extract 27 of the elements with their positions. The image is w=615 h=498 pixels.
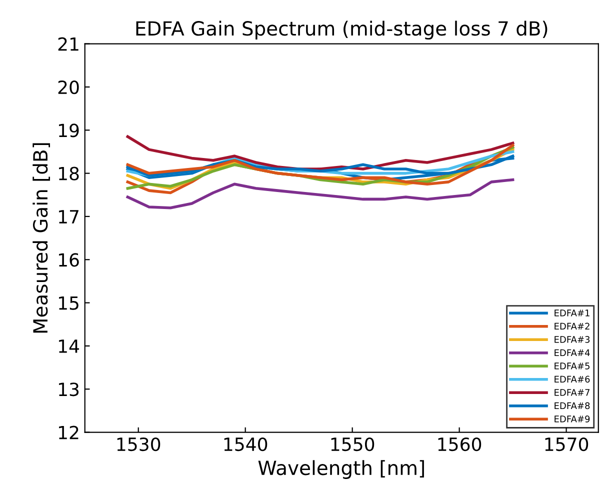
x-tick-label: 1550 xyxy=(331,437,374,452)
y-tick-label: 15 xyxy=(59,296,78,310)
y-tick-label: 14 xyxy=(59,340,79,353)
y-tick-label: 17 xyxy=(59,210,78,224)
y-tick-label: 13 xyxy=(59,382,79,396)
legend-label: EDFA#1 xyxy=(554,310,590,316)
x-tick-label: 1560 xyxy=(438,437,482,452)
y-tick-label: 18 xyxy=(59,166,79,180)
legend-label: EDFA#7 xyxy=(554,389,590,396)
legend-label: EDFA#3 xyxy=(554,336,590,343)
chart-title: EDFA Gain Spectrum (mid-stage loss 7 dB) xyxy=(136,20,548,40)
y-tick-label: 20 xyxy=(58,80,79,94)
x-tick-label: 1540 xyxy=(224,437,268,452)
y-tick-label: 16 xyxy=(59,253,79,267)
legend-label: EDFA#6 xyxy=(554,376,590,383)
legend-label: EDFA#9 xyxy=(554,416,590,422)
legend-label: EDFA#4 xyxy=(554,349,590,356)
x-tick-label: 1570 xyxy=(545,437,588,452)
legend-label: EDFA#5 xyxy=(554,362,590,370)
legend-label: EDFA#8 xyxy=(554,402,590,410)
y-tick-label: 21 xyxy=(58,37,78,51)
x-axis-title: Wavelength [nm] xyxy=(258,460,424,479)
y-tick-label: 12 xyxy=(59,426,78,440)
y-axis-title: Measured Gain [dB] xyxy=(32,143,50,333)
legend-label: EDFA#2 xyxy=(554,322,590,330)
x-tick-label: 1530 xyxy=(117,437,160,452)
y-tick-label: 19 xyxy=(59,124,79,138)
